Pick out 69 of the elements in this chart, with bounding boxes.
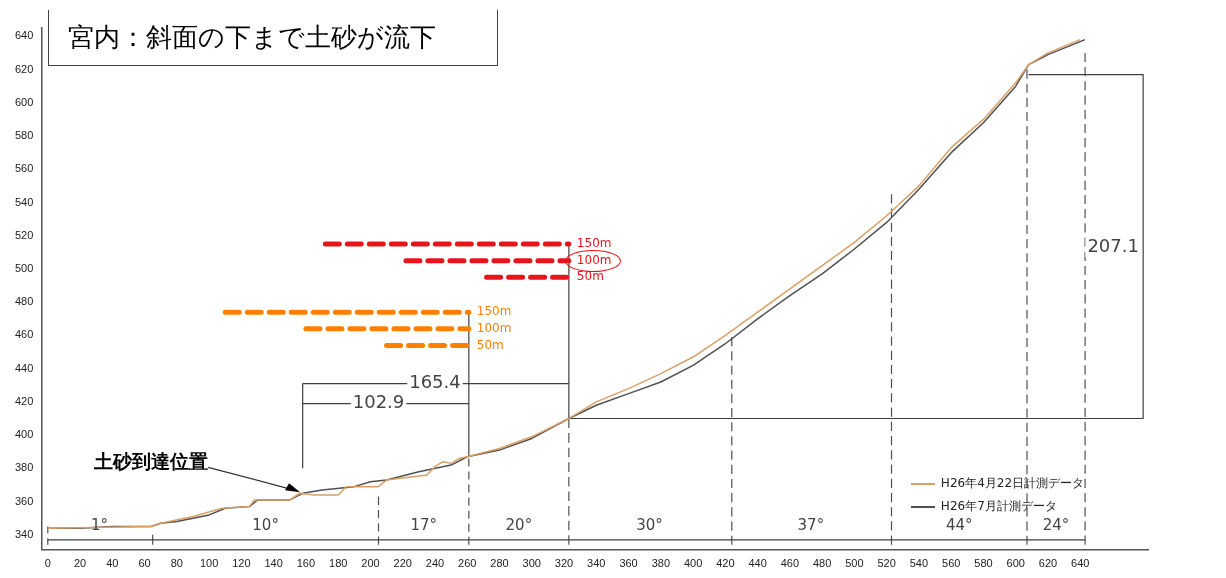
y-tick-label: 400 [14, 428, 34, 441]
annotation: 37° [797, 515, 825, 534]
x-tick-label: 560 [942, 557, 961, 570]
annotation: 207.1 [1087, 235, 1139, 257]
x-tick-label: 220 [393, 557, 412, 570]
annotation: 30° [636, 515, 663, 534]
series-label: 150m [576, 236, 612, 251]
series-label: 50m [476, 337, 504, 352]
x-tick-label: 80 [170, 557, 183, 570]
y-tick-label: 580 [14, 129, 34, 142]
x-tick-label: 420 [716, 557, 735, 570]
series-label: 50m [576, 269, 604, 284]
x-tick-label: 120 [232, 557, 251, 570]
annotation: 土砂到達位置 [93, 450, 209, 473]
x-tick-label: 340 [587, 557, 606, 570]
x-tick-label: 440 [748, 557, 767, 570]
x-tick-label: 0 [44, 557, 51, 570]
annotation: 20° [505, 515, 533, 534]
y-tick-label: 460 [14, 328, 34, 341]
x-tick-label: 300 [522, 557, 541, 570]
x-tick-label: 40 [106, 557, 119, 570]
x-tick-label: 460 [780, 557, 800, 570]
x-tick-label: 580 [974, 557, 993, 570]
x-tick-label: 20 [73, 557, 87, 570]
series-label: 100m [576, 252, 612, 267]
y-tick-label: 560 [14, 162, 34, 175]
annotation: 17° [410, 515, 437, 534]
x-tick-label: 160 [296, 557, 316, 570]
x-tick-label: 480 [812, 557, 832, 570]
y-tick-label: 480 [14, 295, 34, 308]
x-tick-label: 640 [1071, 557, 1090, 570]
x-tick-label: 200 [361, 557, 380, 570]
x-tick-label: 540 [909, 557, 929, 570]
y-tick-label: 620 [14, 62, 34, 75]
annotation: 10° [252, 515, 279, 534]
legend-label: H26年7月計測データ [940, 498, 1057, 515]
x-tick-label: 240 [425, 557, 445, 570]
x-tick-label: 100 [199, 557, 219, 570]
x-tick-label: 140 [264, 557, 283, 570]
y-tick-label: 600 [14, 95, 34, 108]
y-tick-label: 380 [14, 461, 34, 474]
legend-label: H26年4月22日計測データ [940, 475, 1085, 492]
x-tick-label: 400 [683, 557, 703, 570]
y-tick-label: 440 [14, 361, 34, 374]
annotation: 24° [1042, 515, 1070, 534]
annotation: 44° [945, 515, 973, 534]
x-tick-label: 180 [329, 557, 348, 570]
x-tick-label: 380 [651, 557, 670, 570]
y-tick-label: 340 [14, 527, 34, 540]
y-tick-label: 640 [14, 29, 34, 42]
x-tick-label: 260 [458, 557, 477, 570]
chart-title: 宮内：斜面の下まで土砂が流下 [68, 21, 436, 54]
x-tick-label: 620 [1038, 557, 1058, 570]
x-tick-label: 360 [619, 557, 638, 570]
series-label: 150m [476, 304, 512, 319]
series-label: 100m [476, 320, 512, 335]
annotation: 165.4 [409, 371, 461, 393]
y-tick-label: 540 [14, 195, 34, 208]
y-tick-label: 520 [14, 228, 34, 241]
x-tick-label: 320 [554, 557, 574, 570]
x-tick-label: 520 [877, 557, 896, 570]
y-tick-label: 500 [14, 261, 34, 274]
annotation: 102.9 [352, 391, 405, 413]
x-tick-label: 500 [845, 557, 864, 570]
x-tick-label: 600 [1006, 557, 1025, 570]
x-tick-label: 60 [138, 557, 151, 570]
x-tick-label: 280 [490, 557, 509, 570]
y-tick-label: 420 [14, 394, 34, 407]
y-tick-label: 360 [14, 494, 34, 507]
